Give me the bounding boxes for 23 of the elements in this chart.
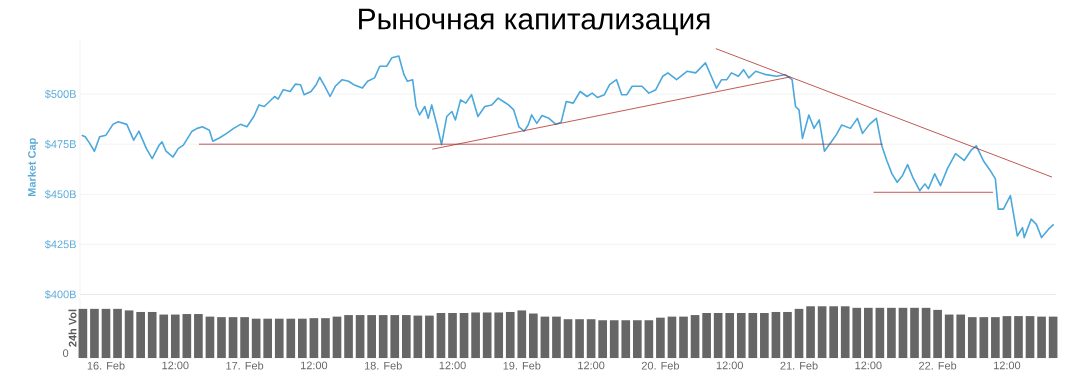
x-tick-label: 18. Feb — [364, 361, 402, 370]
y-tick-label: $500B — [44, 89, 76, 99]
y-tick-label: $425B — [44, 239, 76, 249]
chart-title: Рыночная капитализация — [359, 8, 710, 36]
x-tick-label: 12:00 — [439, 361, 466, 370]
x-tick-label: 12:00 — [301, 361, 328, 370]
x-tick-label: 19. Feb — [503, 361, 541, 370]
y-tick-label: $450B — [44, 189, 76, 199]
y-axis-title: Market Cap — [27, 138, 38, 197]
x-tick-label: 12:00 — [578, 361, 605, 370]
text: 0 — [63, 349, 69, 358]
x-tick-label: 12:00 — [162, 361, 189, 370]
x-tick-label: 17. Feb — [226, 361, 264, 370]
x-tick-label: 12:00 — [994, 361, 1021, 370]
x-tick-label: 22. Feb — [919, 361, 957, 370]
y-axis-title: 24h Vol — [68, 309, 77, 347]
x-tick-label: 16. Feb — [87, 361, 125, 370]
x-tick-label: 12:00 — [716, 361, 743, 370]
x-tick-label: 21. Feb — [780, 361, 818, 370]
y-tick-label: $400B — [44, 290, 76, 299]
x-tick-label: 20. Feb — [641, 361, 680, 370]
x-tick-label: 12:00 — [855, 361, 882, 370]
y-tick-label: $475B — [44, 139, 76, 149]
